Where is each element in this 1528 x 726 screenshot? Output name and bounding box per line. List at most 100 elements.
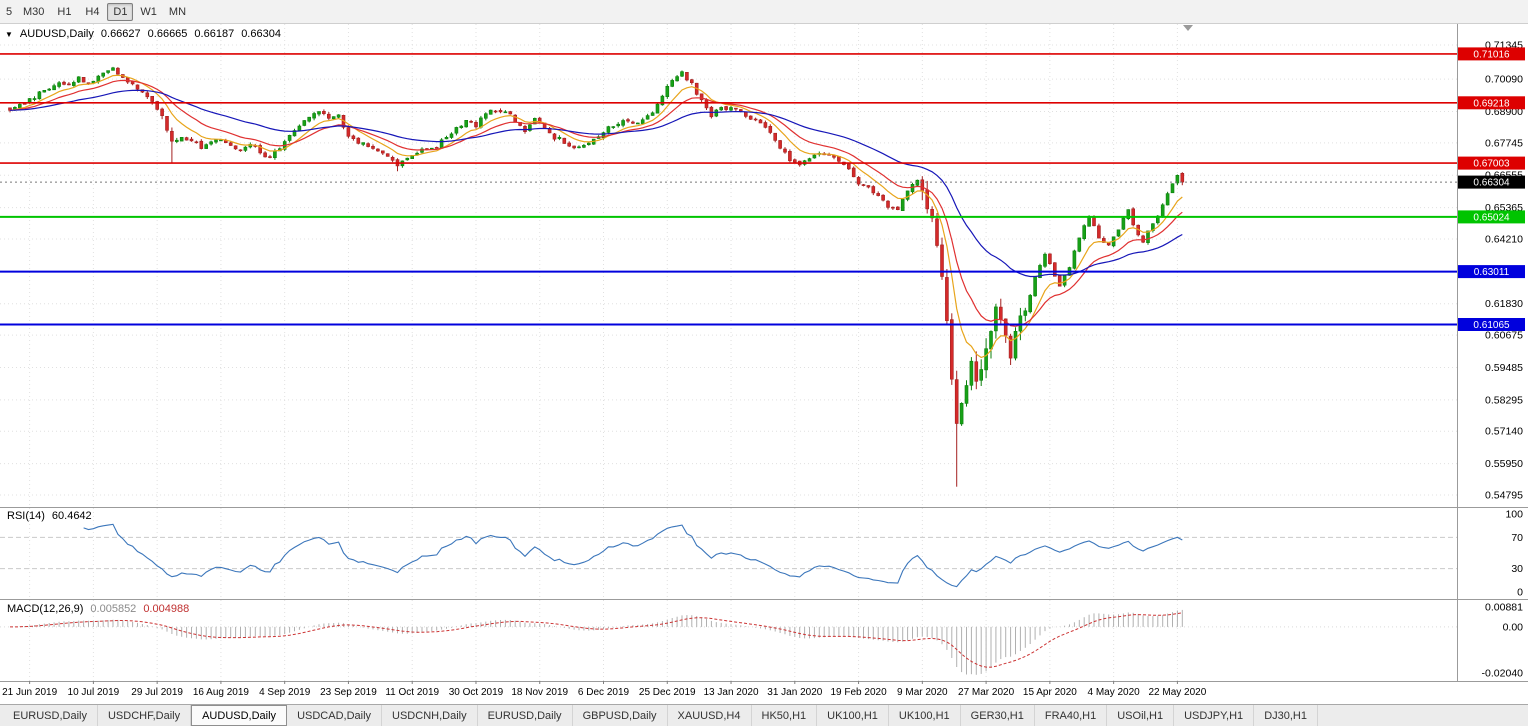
chart-tab-eurusd-daily[interactable]: EURUSD,Daily: [478, 705, 573, 726]
date-axis-label: 4 May 2020: [1087, 687, 1140, 698]
price-axis-label: 0.58295: [1485, 394, 1523, 406]
date-axis-label: 18 Nov 2019: [511, 687, 568, 698]
svg-text:0.66304: 0.66304: [1473, 178, 1510, 189]
ma-16-line: [9, 79, 1183, 327]
chart-tab-ger30-h1[interactable]: GER30,H1: [961, 705, 1035, 726]
price-badge: 0.66304: [1458, 175, 1525, 189]
price-badge: 0.63011: [1458, 265, 1525, 278]
date-axis-label: 6 Dec 2019: [578, 687, 630, 698]
rsi-axis-label: 70: [1511, 532, 1523, 544]
date-axis-label: 29 Jul 2019: [131, 687, 183, 698]
macd-axis-label: -0.02040: [1482, 668, 1524, 680]
svg-text:0.67003: 0.67003: [1473, 159, 1510, 170]
timeframe-button-h4[interactable]: H4: [85, 5, 100, 18]
macd-signal-value: 0.004988: [143, 603, 190, 615]
svg-text:0.69218: 0.69218: [1473, 98, 1510, 109]
macd-axis-label: 0.00881: [1485, 602, 1523, 614]
axes-layer: 0.713450.700900.689000.677450.665550.653…: [0, 24, 1528, 698]
chart-tab-usdcad-daily[interactable]: USDCAD,Daily: [287, 705, 383, 726]
timeframe-button-d1[interactable]: D1: [107, 2, 134, 21]
chart-tab-hk50-h1[interactable]: HK50,H1: [752, 705, 818, 726]
macd-indicator-label: MACD(12,26,9) 0.005852 0.004988: [7, 603, 189, 615]
price-axis-label: 0.67745: [1485, 137, 1523, 149]
date-axis-label: 22 May 2020: [1148, 687, 1206, 698]
chart-tab-bar: EURUSD,Daily USDCHF,Daily AUDUSD,Daily USDC…: [0, 704, 1528, 726]
macd-signal-line: [10, 612, 1183, 668]
price-badge: 0.69218: [1458, 96, 1525, 109]
chart-tab-audusd-daily[interactable]: AUDUSD,Daily: [191, 705, 288, 726]
chart-window[interactable]: 0.713450.700900.689000.677450.665550.653…: [0, 24, 1528, 704]
price-axis-label: 0.55950: [1485, 458, 1523, 470]
date-axis-label: 19 Feb 2020: [830, 687, 887, 698]
rsi-pane: [0, 523, 1457, 588]
date-axis-label: 21 Jun 2019: [2, 687, 57, 698]
timeframe-button-mn[interactable]: MN: [168, 5, 187, 18]
date-axis-label: 25 Dec 2019: [639, 687, 696, 698]
rsi-axis-label: 0: [1517, 587, 1523, 599]
symbol-period-label: AUDUSD,Daily: [19, 28, 94, 40]
chart-shift-marker-icon[interactable]: [1183, 25, 1193, 31]
price-axis-label: 0.60675: [1485, 330, 1523, 342]
date-axis-label: 31 Jan 2020: [767, 687, 822, 698]
rsi-axis-label: 100: [1505, 509, 1523, 521]
price-badge: 0.71016: [1458, 47, 1525, 60]
hlines-layer: [0, 53, 1457, 326]
chart-tab-usdjpy-h1[interactable]: USDJPY,H1: [1174, 705, 1255, 726]
date-axis-label: 15 Apr 2020: [1023, 687, 1077, 698]
ma-40-line: [9, 89, 1183, 278]
rsi-line: [83, 523, 1183, 588]
chart-tab-fra40-h1[interactable]: FRA40,H1: [1035, 705, 1108, 726]
chart-tab-eurusd-daily[interactable]: EURUSD,Daily: [3, 705, 98, 726]
date-axis-label: 30 Oct 2019: [449, 687, 504, 698]
price-axis-label: 0.54795: [1485, 489, 1523, 501]
svg-text:0.65024: 0.65024: [1473, 212, 1510, 223]
chart-tab-uk100-h1[interactable]: UK100,H1: [817, 705, 889, 726]
rsi-value: 60.4642: [51, 510, 92, 522]
chart-tab-usdcnh-daily[interactable]: USDCNH,Daily: [382, 705, 478, 726]
price-chart-canvas[interactable]: 0.713450.700900.689000.677450.665550.653…: [0, 24, 1528, 704]
chart-tab-uk100-h1[interactable]: UK100,H1: [889, 705, 961, 726]
timeframe-button-5[interactable]: 5: [5, 5, 13, 18]
date-axis-label: 23 Sep 2019: [320, 687, 377, 698]
macd-axis-label: 0.00: [1503, 621, 1524, 633]
rsi-axis-label: 30: [1511, 563, 1523, 575]
collapse-marker-icon[interactable]: ▼: [5, 29, 13, 39]
price-axis-label: 0.70090: [1485, 74, 1523, 86]
date-axis-label: 10 Jul 2019: [68, 687, 120, 698]
price-axis-label: 0.64210: [1485, 234, 1523, 246]
price-axis-label: 0.57140: [1485, 426, 1523, 438]
open-value: 0.66627: [100, 28, 141, 40]
macd-pane: [0, 609, 1457, 675]
date-axis-label: 4 Sep 2019: [259, 687, 311, 698]
timeframe-button-w1[interactable]: W1: [140, 5, 157, 18]
rsi-name: RSI(14): [7, 510, 45, 522]
price-badge: 0.65024: [1458, 210, 1525, 224]
chart-tab-dj30-h1[interactable]: DJ30,H1: [1254, 705, 1318, 726]
macd-name: MACD(12,26,9): [7, 603, 84, 615]
low-value: 0.66187: [194, 28, 235, 40]
moving-averages-layer: [9, 74, 1183, 359]
svg-text:0.61065: 0.61065: [1473, 320, 1510, 331]
date-axis-label: 16 Aug 2019: [193, 687, 250, 698]
timeframe-button-h1[interactable]: H1: [57, 5, 72, 18]
price-badges-layer: 0.71016 0.69218 0.67003 0.66304 0.65024 0.630…: [1458, 47, 1525, 331]
price-axis-label: 0.59485: [1485, 362, 1523, 374]
chart-tab-xauusd-h4[interactable]: XAUUSD,H4: [668, 705, 752, 726]
candles-layer: [8, 66, 1185, 487]
date-axis-label: 9 Mar 2020: [897, 687, 948, 698]
rsi-indicator-label: RSI(14) 60.4642: [7, 510, 92, 522]
svg-text:0.71016: 0.71016: [1473, 49, 1510, 60]
high-value: 0.66665: [147, 28, 188, 40]
ma-8-line: [9, 74, 1183, 359]
price-axis-label: 0.61830: [1485, 298, 1523, 310]
chart-tab-gbpusd-daily[interactable]: GBPUSD,Daily: [573, 705, 668, 726]
grid-layer: [0, 24, 1457, 681]
chart-ohlc-header: ▼ AUDUSD,Daily 0.66627 0.66665 0.66187 0…: [5, 28, 281, 40]
macd-main-value: 0.005852: [90, 603, 137, 615]
chart-tab-usdchf-daily[interactable]: USDCHF,Daily: [98, 705, 192, 726]
price-badge: 0.61065: [1458, 318, 1525, 331]
timeframe-button-m30[interactable]: M30: [23, 5, 45, 18]
date-axis-label: 27 Mar 2020: [958, 687, 1015, 698]
date-axis-label: 11 Oct 2019: [385, 687, 439, 698]
chart-tab-usoil-h1[interactable]: USOil,H1: [1107, 705, 1175, 726]
